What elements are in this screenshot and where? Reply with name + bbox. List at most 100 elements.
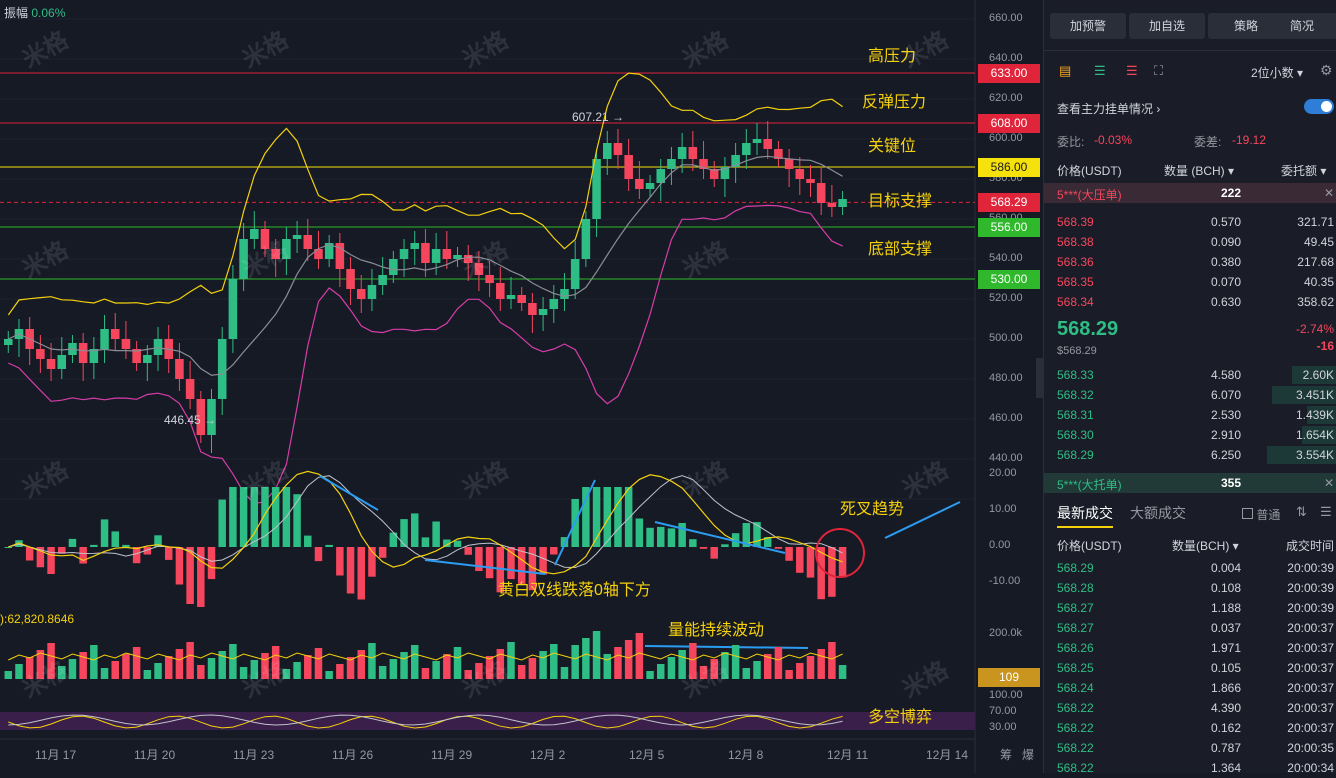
book-asks-icon[interactable]: ☰: [1126, 63, 1138, 78]
candle-body: [196, 399, 206, 435]
trade-q: 0.108: [1210, 581, 1241, 595]
bid-row[interactable]: 568.31 2.530 1.439K: [1044, 405, 1336, 425]
candle-body: [335, 243, 345, 269]
col-total[interactable]: 委托额 ▾: [1281, 164, 1327, 178]
settings-gear-icon[interactable]: ⚙: [1320, 62, 1333, 78]
candle-body: [635, 179, 644, 189]
trade-row[interactable]: 568.22 1.364 20:00:34: [1044, 758, 1336, 778]
ask-row[interactable]: 568.39 0.570 321.71: [1044, 212, 1336, 232]
trade-row[interactable]: 568.27 1.188 20:00:39: [1044, 598, 1336, 618]
bid-row[interactable]: 568.30 2.910 1.654K: [1044, 425, 1336, 445]
main-orders-link[interactable]: 查看主力挂单情况 ›: [1057, 102, 1161, 116]
candle-body: [207, 399, 216, 435]
volume-bar: [368, 643, 376, 679]
chip-icon[interactable]: 筹: [1000, 748, 1013, 762]
volume-bar: [421, 668, 430, 679]
candle-body: [324, 243, 334, 259]
diff-label: 委差:: [1194, 135, 1222, 149]
bid-t: 1.439K: [1295, 408, 1334, 422]
volume-ma-line: [8, 652, 843, 661]
rsi-axis-label: 70.00: [989, 705, 1017, 717]
macd-bar: [699, 547, 708, 549]
bollinger-lower: [8, 204, 843, 505]
liquidation-icon[interactable]: 爆: [1022, 748, 1035, 762]
ask-row[interactable]: 568.36 0.380 217.68: [1044, 252, 1336, 272]
kline-chart-svg[interactable]: [0, 0, 1043, 773]
rsi-line-1: [8, 715, 843, 729]
volume-bar: [517, 665, 526, 679]
decimals-select[interactable]: 2位小数 ▾: [1251, 66, 1304, 80]
bid-row[interactable]: 568.32 6.070 3.451K: [1044, 385, 1336, 405]
panel-collapse-handle[interactable]: [1036, 358, 1046, 398]
trade-row[interactable]: 568.27 0.037 20:00:37: [1044, 618, 1336, 638]
filter-icon[interactable]: ☰: [1320, 504, 1332, 519]
ask-row[interactable]: 568.34 0.630 358.62: [1044, 292, 1336, 312]
main-orders-toggle[interactable]: [1304, 99, 1334, 114]
close-icon[interactable]: ✕: [1323, 186, 1334, 200]
trade-q: 0.787: [1210, 741, 1241, 755]
trade-col-qty[interactable]: 数量(BCH) ▾: [1172, 539, 1239, 553]
ask-row[interactable]: 568.38 0.090 49.45: [1044, 232, 1336, 252]
tab-large-trades[interactable]: 大额成交: [1130, 505, 1186, 521]
ask-row[interactable]: 568.35 0.070 40.35: [1044, 272, 1336, 292]
macd-bar: [464, 547, 472, 555]
candle-body: [752, 139, 762, 143]
candle-body: [699, 159, 708, 169]
annot-high-pressure: 高压力: [868, 48, 917, 65]
candle-body: [731, 155, 740, 167]
main-orders-label: 查看主力挂单情况: [1057, 102, 1154, 116]
divider: [1044, 50, 1336, 51]
candle-body: [549, 299, 559, 309]
volume-bar: [475, 663, 483, 679]
add-watchlist-button[interactable]: 加自选: [1129, 13, 1205, 39]
trade-row[interactable]: 568.22 4.390 20:00:37: [1044, 698, 1336, 718]
tab-latest-trades[interactable]: 最新成交: [1057, 505, 1113, 521]
macd-bar: [36, 547, 45, 568]
trade-row[interactable]: 568.28 0.108 20:00:39: [1044, 578, 1336, 598]
macd-bar: [47, 547, 55, 574]
macd-bar: [828, 547, 836, 597]
macd-bar: [624, 487, 633, 547]
chart-area[interactable]: 振幅 0.06% 660.00 640.00 620.00 600.00 580.00 5…: [0, 0, 1099, 773]
death-cross-circle: [815, 528, 865, 578]
volume-bar: [550, 644, 558, 679]
book-both-icon[interactable]: ▤: [1059, 63, 1072, 78]
trade-row[interactable]: 568.29 0.004 20:00:39: [1044, 558, 1336, 578]
annot-death-cross: 死叉趋势: [840, 501, 905, 518]
trade-row[interactable]: 568.26 1.971 20:00:37: [1044, 638, 1336, 658]
annotation-arrow: [644, 645, 809, 649]
price-axis-label: 640.00: [989, 52, 1023, 64]
add-alert-button[interactable]: 加预警: [1050, 13, 1126, 39]
book-bids-icon[interactable]: ☰: [1094, 63, 1106, 78]
trade-q: 1.866: [1210, 681, 1241, 695]
trade-row[interactable]: 568.24 1.866 20:00:37: [1044, 678, 1336, 698]
candle-body: [346, 269, 355, 289]
rsi-axis-label: 100.00: [989, 689, 1023, 701]
annotation-arrow: [884, 501, 961, 539]
checkbox[interactable]: [1242, 508, 1253, 519]
ask-q: 0.070: [1210, 275, 1241, 289]
sort-icon[interactable]: ⇅: [1296, 504, 1307, 519]
bid-row[interactable]: 568.33 4.580 2.60K: [1044, 365, 1336, 385]
trade-row[interactable]: 568.22 0.787 20:00:35: [1044, 738, 1336, 758]
col-qty[interactable]: 数量 (BCH) ▾: [1164, 164, 1235, 178]
big-ask-row[interactable]: 5***(大压单) 222 ✕: [1044, 183, 1336, 203]
trade-p: 568.28: [1057, 581, 1094, 595]
overview-button[interactable]: 简况: [1267, 13, 1336, 39]
big-bid-row[interactable]: 5***(大托单) 355 ✕: [1044, 473, 1336, 493]
book-expand-icon[interactable]: ⛶: [1154, 63, 1164, 78]
big-ask-label: 5***(大压单): [1057, 188, 1122, 202]
normal-filter[interactable]: 普通: [1242, 506, 1280, 523]
bid-row[interactable]: 568.29 6.250 3.554K: [1044, 445, 1336, 465]
ask-t: 40.35: [1303, 275, 1334, 289]
trade-row[interactable]: 568.22 0.162 20:00:37: [1044, 718, 1336, 738]
macd-bar: [774, 547, 783, 549]
close-icon[interactable]: ✕: [1323, 476, 1334, 490]
diff-value: -19.12: [1232, 133, 1267, 147]
macd-bar: [164, 547, 173, 560]
macd-bar: [603, 487, 612, 547]
annot-rsi-note: 多空博弈: [868, 709, 933, 726]
volume-bar: [197, 665, 205, 679]
volume-bar: [336, 664, 344, 679]
trade-row[interactable]: 568.25 0.105 20:00:37: [1044, 658, 1336, 678]
